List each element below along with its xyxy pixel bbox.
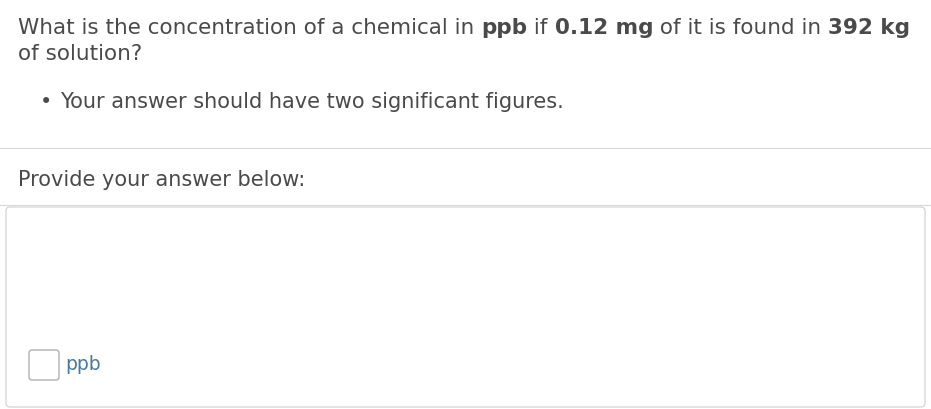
Text: of it is found in: of it is found in: [653, 18, 828, 38]
Text: if: if: [527, 18, 555, 38]
Text: ppb: ppb: [481, 18, 527, 38]
Text: What is the concentration of a chemical in: What is the concentration of a chemical …: [18, 18, 481, 38]
FancyBboxPatch shape: [29, 350, 59, 380]
FancyBboxPatch shape: [6, 207, 925, 407]
Text: Your answer should have two significant figures.: Your answer should have two significant …: [60, 92, 564, 112]
Text: •: •: [40, 92, 52, 112]
Text: 0.12 mg: 0.12 mg: [555, 18, 653, 38]
Text: ppb: ppb: [65, 355, 101, 375]
Text: of solution?: of solution?: [18, 44, 142, 64]
Text: Provide your answer below:: Provide your answer below:: [18, 170, 305, 190]
Text: 392 kg: 392 kg: [828, 18, 910, 38]
